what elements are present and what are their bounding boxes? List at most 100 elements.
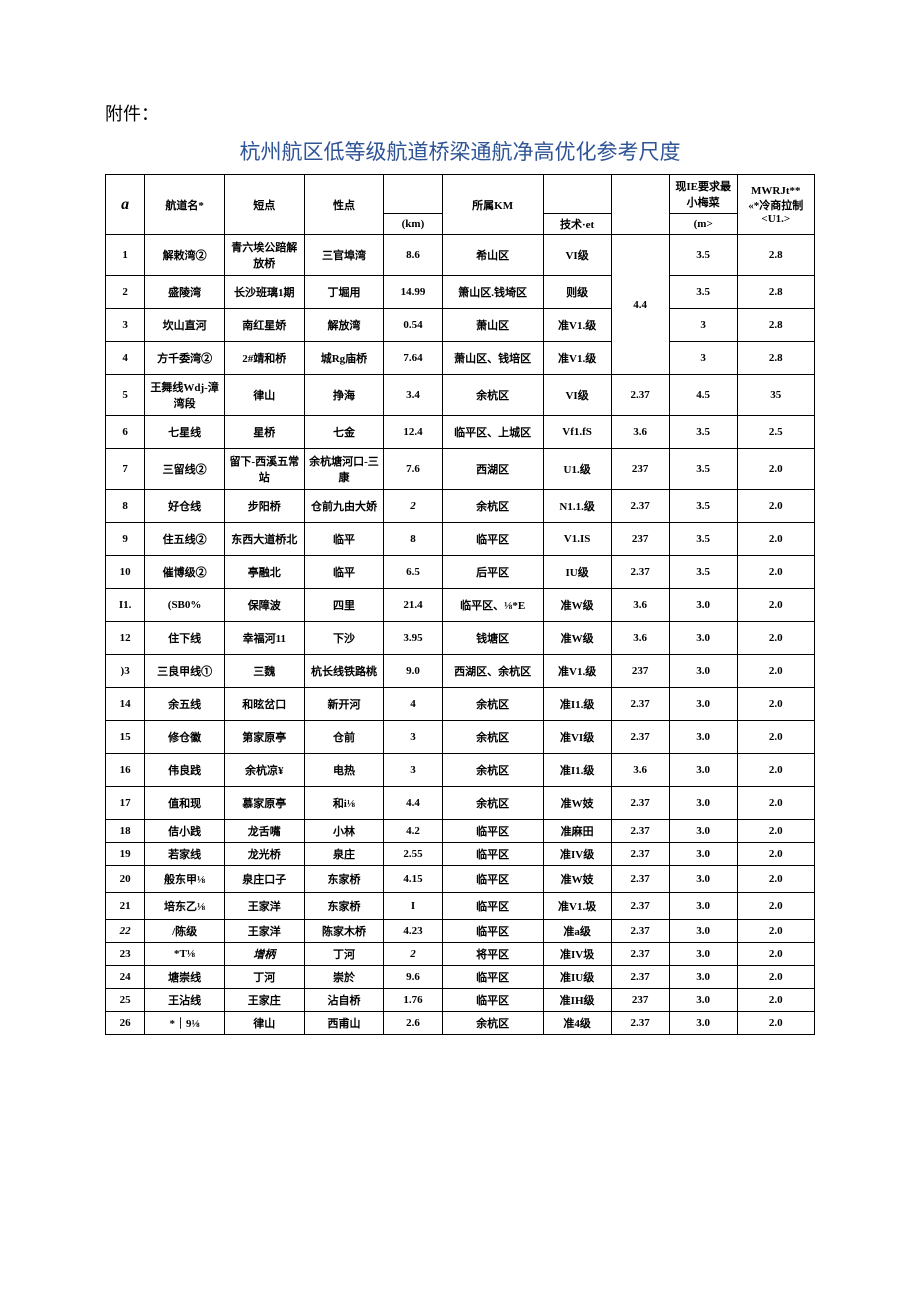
cell-v1: 2.37 (611, 1012, 669, 1035)
cell-v3: 2.8 (737, 342, 814, 375)
cell-v1: 237 (611, 655, 669, 688)
cell-index: 8 (106, 490, 145, 523)
cell-index: 15 (106, 721, 145, 754)
cell-v3: 2.5 (737, 416, 814, 449)
cell-index: 23 (106, 943, 145, 966)
table-row: 16伟良践余杭凉¥电热3余杭区准I1.级3.63.02.0 (106, 754, 815, 787)
cell-v1: 2.37 (611, 820, 669, 843)
table-row: 2盛陵湾长沙班璃1期丁堀用14.99箫山区.钱埼区则级3.52.8 (106, 276, 815, 309)
cell-name: 塘崇线 (145, 966, 225, 989)
cell-v3: 2.8 (737, 276, 814, 309)
cell-tech: 准4级 (543, 1012, 611, 1035)
cell-tech: Vf1.fS (543, 416, 611, 449)
cell-index: 7 (106, 449, 145, 490)
cell-v2: 3.0 (669, 589, 737, 622)
table-row: 12住下线幸福河11下沙3.95钱塘区准W级3.63.02.0 (106, 622, 815, 655)
cell-end: 东家桥 (304, 893, 384, 920)
cell-km: 4.2 (384, 820, 442, 843)
cell-start: 律山 (224, 375, 304, 416)
table-row: 7三留线②留下-西溪五常站余杭塘河口-三康7.6西湖区U1.级2373.52.0 (106, 449, 815, 490)
cell-name: 余五线 (145, 688, 225, 721)
cell-area: 临平区 (442, 920, 543, 943)
cell-tech: 准VI级 (543, 721, 611, 754)
cell-area: 临平区 (442, 843, 543, 866)
cell-tech: V1.IS (543, 523, 611, 556)
cell-tech: 准V1.级 (543, 342, 611, 375)
cell-v1: 237 (611, 449, 669, 490)
cell-start: 龙舌嘴 (224, 820, 304, 843)
cell-name: 值和现 (145, 787, 225, 820)
attachment-label: 附件： (105, 100, 815, 126)
cell-v2: 3.0 (669, 866, 737, 893)
cell-tech: 准W级 (543, 622, 611, 655)
table-row: 17值和现慕家原亭和i⅛4.4余杭区准W妓2.373.02.0 (106, 787, 815, 820)
cell-v2: 3.0 (669, 787, 737, 820)
cell-tech: U1.级 (543, 449, 611, 490)
cell-km: 9.6 (384, 966, 442, 989)
cell-name: 修仓徽 (145, 721, 225, 754)
cell-area: 余杭区 (442, 787, 543, 820)
cell-v2: 3.5 (669, 235, 737, 276)
cell-index: 18 (106, 820, 145, 843)
cell-name: 坎山直河 (145, 309, 225, 342)
cell-index: 4 (106, 342, 145, 375)
table-row: 21培东乙⅛王家洋东家桥I临平区准V1.圾2.373.02.0 (106, 893, 815, 920)
cell-tech: 准V1.级 (543, 655, 611, 688)
cell-end: 沾自桥 (304, 989, 384, 1012)
cell-v1: 3.6 (611, 416, 669, 449)
cell-v2: 3.5 (669, 449, 737, 490)
cell-name: 住五线② (145, 523, 225, 556)
cell-index: 9 (106, 523, 145, 556)
cell-name: 伟良践 (145, 754, 225, 787)
table-row: 23*T⅛增柄丁河2将平区准IV圾2.373.02.0 (106, 943, 815, 966)
cell-tech: 准W妓 (543, 787, 611, 820)
cell-end: 三官埠湾 (304, 235, 384, 276)
cell-area: 余杭区 (442, 375, 543, 416)
cell-tech: 准IV级 (543, 843, 611, 866)
cell-v1: 2.37 (611, 375, 669, 416)
cell-v1: 2.37 (611, 490, 669, 523)
cell-tech: VI级 (543, 375, 611, 416)
cell-tech: 准V1.级 (543, 309, 611, 342)
cell-end: 仓前九由大娇 (304, 490, 384, 523)
header-v2-line2: 小梅菜 (687, 197, 720, 209)
cell-v1: 2.37 (611, 866, 669, 893)
cell-index: 20 (106, 866, 145, 893)
cell-end: 七金 (304, 416, 384, 449)
cell-name: 佶小践 (145, 820, 225, 843)
table-row: 18佶小践龙舌嘴小林4.2临平区准麻田2.373.02.0 (106, 820, 815, 843)
cell-index: 24 (106, 966, 145, 989)
cell-start: 和昡岔口 (224, 688, 304, 721)
cell-v3: 2.0 (737, 820, 814, 843)
cell-name: /陈级 (145, 920, 225, 943)
cell-area: 萧山区 (442, 309, 543, 342)
cell-km: 2 (384, 943, 442, 966)
header-end: 性点 (304, 175, 384, 235)
cell-v3: 2.0 (737, 721, 814, 754)
cell-start: 丁河 (224, 966, 304, 989)
table-row: )3三良甲线①三魏杭长线铁路桃9.0西湖区、余杭区准V1.级2373.02.0 (106, 655, 815, 688)
cell-start: 三魏 (224, 655, 304, 688)
header-v3-line2: «*冷商拉制 (748, 200, 803, 212)
cell-v1: 2.37 (611, 893, 669, 920)
cell-end: 电热 (304, 754, 384, 787)
cell-area: 临平区 (442, 966, 543, 989)
cell-index: 16 (106, 754, 145, 787)
cell-end: 西甫山 (304, 1012, 384, 1035)
cell-km: 14.99 (384, 276, 442, 309)
header-v1 (611, 175, 669, 235)
cell-area: 余杭区 (442, 754, 543, 787)
cell-area: 萧山区、钱培区 (442, 342, 543, 375)
cell-v1: 2.37 (611, 966, 669, 989)
table-row: 1解敕湾②青六埃公踣解放桥三官埠湾8.6希山区VI级4.43.52.8 (106, 235, 815, 276)
table-row: 26*｜9⅛律山西甫山2.6余杭区准4级2.373.02.0 (106, 1012, 815, 1035)
cell-tech: VI级 (543, 235, 611, 276)
cell-area: 西湖区、余杭区 (442, 655, 543, 688)
cell-v3: 2.0 (737, 655, 814, 688)
table-row: 20般东甲⅛泉庄口子东家桥4.15临平区准W妓2.373.02.0 (106, 866, 815, 893)
cell-start: 2#靖和桥 (224, 342, 304, 375)
cell-km: 4.23 (384, 920, 442, 943)
cell-v1: 2.37 (611, 556, 669, 589)
cell-tech: 准麻田 (543, 820, 611, 843)
cell-start: 长沙班璃1期 (224, 276, 304, 309)
